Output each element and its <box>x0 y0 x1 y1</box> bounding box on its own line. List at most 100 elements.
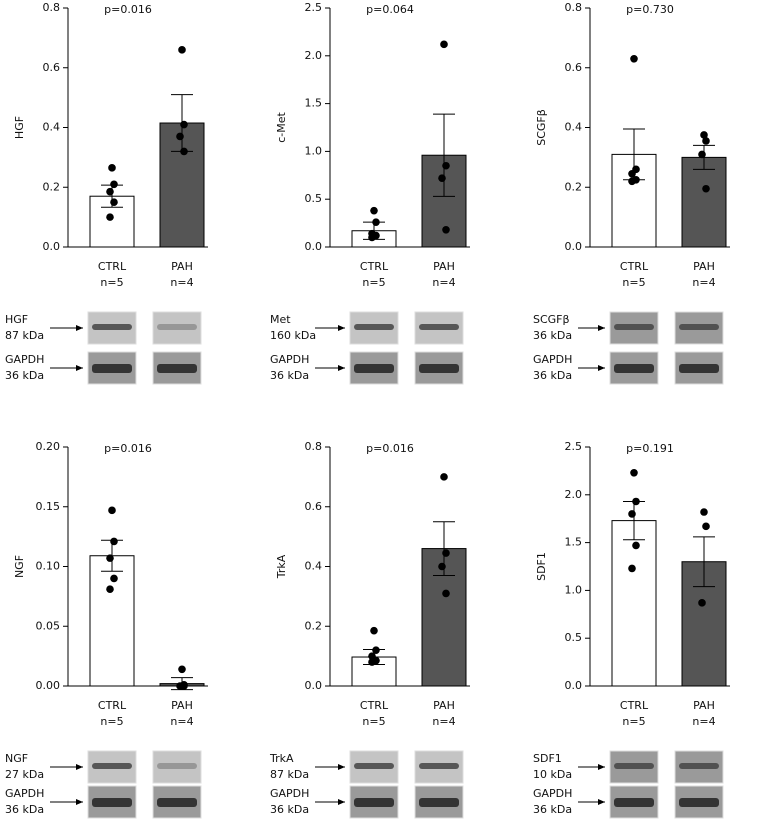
data-point <box>438 562 446 571</box>
data-point <box>178 46 186 54</box>
data-point <box>110 198 118 206</box>
blot-band <box>679 798 719 807</box>
x-tick-label: PAH <box>693 260 715 273</box>
blot-band <box>614 364 654 373</box>
blot-protein: GAPDH <box>270 353 309 366</box>
blot-size: 36 kDa <box>270 369 309 382</box>
x-tick-label: CTRL <box>620 699 649 712</box>
y-tick-label: 0.2 <box>565 180 583 193</box>
y-tick-label: 2.0 <box>565 488 583 501</box>
data-point <box>180 682 188 690</box>
x-tick-label: PAH <box>433 260 455 273</box>
blot-protein: GAPDH <box>270 787 309 800</box>
n-label: n=4 <box>692 715 715 728</box>
blot-protein: TrkA <box>269 752 294 765</box>
data-point <box>372 646 380 654</box>
data-point <box>702 137 710 145</box>
y-tick-label: 0.10 <box>36 560 61 573</box>
blot-band <box>614 763 654 769</box>
blot-protein: GAPDH <box>5 787 44 800</box>
data-point <box>628 510 636 518</box>
y-tick-label: 0.6 <box>565 61 583 74</box>
bar <box>681 156 727 248</box>
blot-protein: Met <box>270 313 291 326</box>
data-point <box>442 549 450 557</box>
blot-band <box>419 763 459 769</box>
n-label: n=5 <box>622 715 645 728</box>
x-tick-label: PAH <box>171 260 193 273</box>
blot-band <box>157 364 197 373</box>
y-axis-label: TrkA <box>275 554 288 579</box>
data-point <box>368 233 376 242</box>
data-point <box>106 585 114 594</box>
data-point <box>442 225 450 234</box>
y-tick-label: 0.0 <box>305 679 323 692</box>
y-tick-label: 0.5 <box>565 631 583 644</box>
x-tick-label: PAH <box>171 699 193 712</box>
x-tick-label: PAH <box>693 699 715 712</box>
y-tick-label: 0.5 <box>305 192 323 205</box>
blot-size: 36 kDa <box>533 329 572 342</box>
blot-size: 36 kDa <box>5 803 44 816</box>
blot-band <box>157 324 197 330</box>
data-point <box>632 541 640 550</box>
data-point <box>110 574 118 583</box>
data-point <box>180 147 188 156</box>
data-point <box>368 658 376 666</box>
blot-size: 27 kDa <box>5 768 44 781</box>
blot-band <box>354 364 394 373</box>
y-tick-label: 1.5 <box>305 97 323 110</box>
n-label: n=5 <box>100 276 123 289</box>
data-point <box>698 599 706 607</box>
data-point <box>438 174 446 182</box>
y-tick-label: 0.8 <box>565 1 583 14</box>
x-tick-label: CTRL <box>360 699 389 712</box>
data-point <box>372 218 380 226</box>
y-tick-label: 0.8 <box>43 1 61 14</box>
data-point <box>632 497 640 506</box>
data-point <box>180 120 188 129</box>
data-point <box>628 170 636 178</box>
data-point <box>178 665 186 674</box>
y-tick-label: 0.0 <box>305 240 323 253</box>
y-tick-label: 0.0 <box>43 240 61 253</box>
n-label: n=4 <box>432 276 455 289</box>
annotation: p=0.016 <box>366 442 414 455</box>
data-point <box>108 164 116 172</box>
y-axis-label: NGF <box>13 555 26 578</box>
blot-protein: GAPDH <box>5 353 44 366</box>
blot-band <box>157 798 197 807</box>
n-label: n=4 <box>692 276 715 289</box>
y-tick-label: 2.5 <box>305 1 323 14</box>
y-axis-label: SDF1 <box>535 552 548 581</box>
y-tick-label: 0.6 <box>43 61 61 74</box>
blot-size: 36 kDa <box>270 803 309 816</box>
blot-size: 160 kDa <box>270 329 316 342</box>
y-axis-label: c-Met <box>275 112 288 143</box>
data-point <box>700 131 708 139</box>
y-tick-label: 0.0 <box>565 679 583 692</box>
y-tick-label: 0.05 <box>36 619 61 632</box>
blot-band <box>157 763 197 769</box>
blot-size: 87 kDa <box>270 768 309 781</box>
data-point <box>110 180 118 189</box>
n-label: n=4 <box>170 276 193 289</box>
x-tick-label: PAH <box>433 699 455 712</box>
blot-band <box>419 364 459 373</box>
blot-size: 10 kDa <box>533 768 572 781</box>
data-point <box>108 506 116 515</box>
y-axis-label: SCGFβ <box>535 109 548 146</box>
blot-band <box>679 763 719 769</box>
data-point <box>110 537 118 546</box>
n-label: n=5 <box>622 276 645 289</box>
y-tick-label: 0.8 <box>305 440 323 453</box>
annotation: p=0.730 <box>626 3 674 16</box>
y-tick-label: 0.2 <box>305 619 323 632</box>
blot-band <box>679 364 719 373</box>
blot-band <box>679 324 719 330</box>
y-tick-label: 1.0 <box>305 144 323 157</box>
y-tick-label: 2.0 <box>305 49 323 62</box>
data-point <box>370 626 378 635</box>
data-point <box>106 554 114 562</box>
